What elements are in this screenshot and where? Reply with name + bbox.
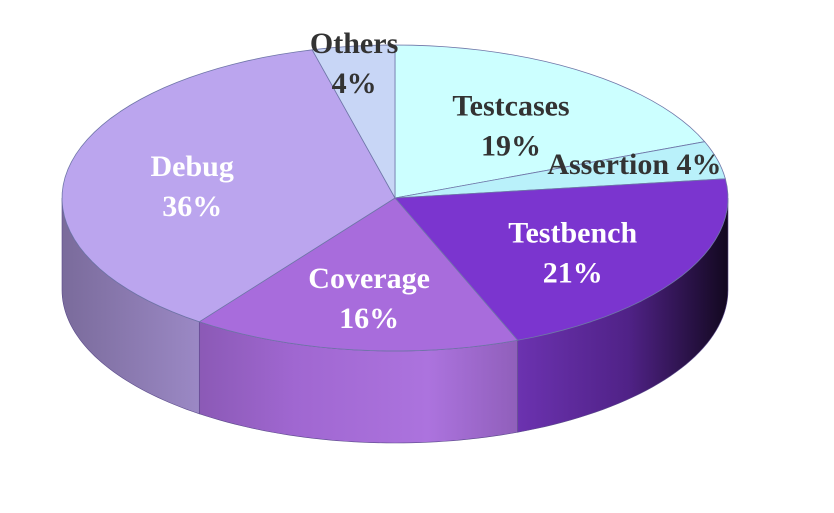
pie-slices [61,44,729,352]
slice-label-value: 16% [339,302,399,335]
slice-coverage [198,197,518,352]
slice-label-testbench: Testbench 21% [508,216,637,289]
slice-label-debug: Debug 36% [151,150,234,223]
slice-testcases [394,44,706,199]
slice-label-value: 4% [332,67,377,100]
slice-label-others: Others 4% [310,27,398,100]
slice-label-value: 19% [481,130,541,163]
slice-label-name: Coverage [308,262,430,295]
slice-testbench [394,178,729,341]
slice-assertion [394,141,726,199]
slice-debug [61,49,396,323]
slice-label-coverage: Coverage 16% [308,262,430,335]
slice-label-testcases: Testcases 19% [452,90,569,163]
slice-label-name: Testcases [452,90,569,123]
slice-label-text: Assertion 4% [547,148,721,181]
slice-label-value: 36% [162,190,222,223]
slice-labels: Testcases 19%Assertion 4% Testbench 21% Cove… [151,27,722,335]
slice-label-name: Testbench [508,216,637,249]
slice-label-value: 21% [543,256,603,289]
slice-others [311,44,396,199]
slice-label-assertion: Assertion 4% [547,148,721,181]
slice-label-name: Others [310,27,398,60]
slice-label-name: Debug [151,150,234,183]
